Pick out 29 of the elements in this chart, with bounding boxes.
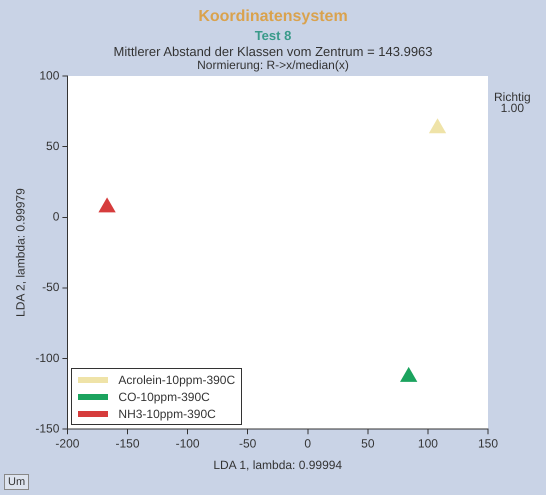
x-tick-label: -100 [176,436,200,451]
y-tick-label: -50 [42,280,60,294]
text: Richtig [494,90,531,104]
text: 1.00 [500,101,524,115]
legend-label: Acrolein-10ppm-390C [117,372,236,388]
y-tick-label: 100 [39,68,60,82]
y-tick-label: 50 [46,138,60,153]
y-tick-label: -100 [35,350,60,365]
y-axis-title: LDA 2, lambda: 0.99979 [14,188,28,317]
chart-title: Koordinatensystem [197,8,349,26]
x-tick-label: 100 [418,436,438,451]
point [429,118,446,134]
x-tick-label: 0 [304,436,312,451]
point [400,367,417,382]
text: Mittlerer Abstand der Klassen vom Zentrum = 143.9963 [112,44,434,59]
legend-label: NH3-10ppm-390C [117,406,217,422]
chart-subtitle: Test 8 [254,28,292,43]
text: Um [4,474,30,490]
x-tick-label: -50 [238,436,257,451]
y-tick-label: 0 [52,210,60,224]
y-tick-label: -150 [35,422,60,436]
x-axis-title: LDA 1, lambda: 0.99994 [213,458,342,472]
x-tick-label: -200 [55,436,80,451]
point [98,198,116,212]
text: Normierung: R->x/median(x) [197,58,349,72]
x-tick-label: 50 [361,436,375,451]
x-tick-label: 150 [478,436,498,451]
legend-label: CO-10ppm-390C [117,388,211,406]
x-tick-label: -150 [115,436,140,451]
